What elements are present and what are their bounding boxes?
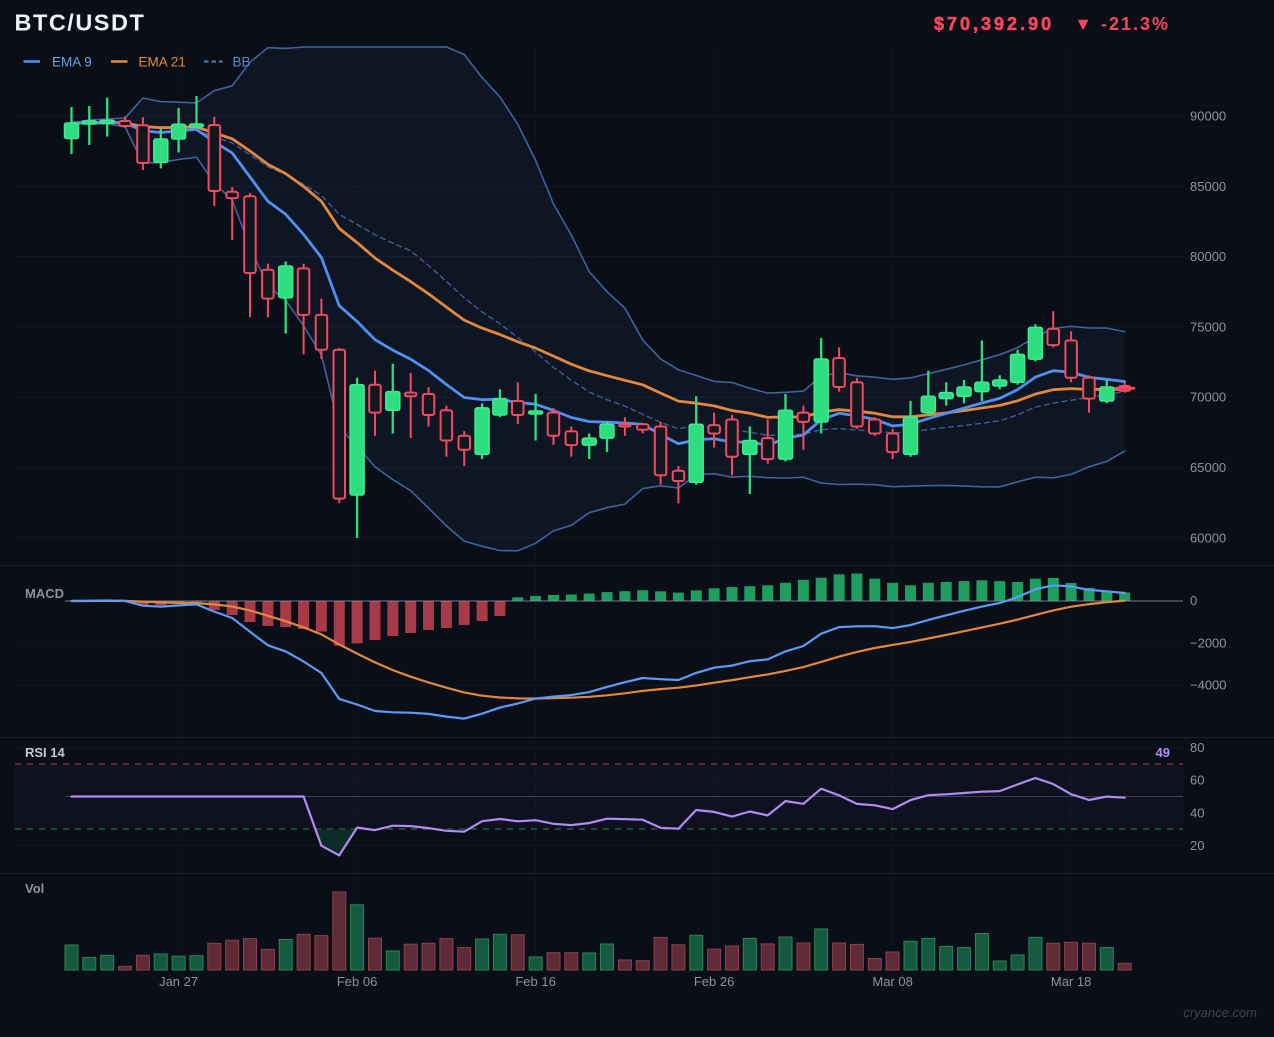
svg-text:MACD: MACD	[25, 586, 64, 601]
svg-text:Vol: Vol	[25, 881, 44, 896]
svg-text:RSI 14: RSI 14	[25, 745, 66, 760]
svg-text:65000: 65000	[1190, 460, 1226, 475]
svg-text:−4000: −4000	[1190, 678, 1227, 693]
svg-text:$70,392.90: $70,392.90	[934, 14, 1054, 34]
svg-text:75000: 75000	[1190, 319, 1226, 334]
svg-text:cryance.com: cryance.com	[1183, 1005, 1257, 1020]
svg-text:Mar 08: Mar 08	[872, 974, 912, 989]
svg-text:49: 49	[1156, 745, 1170, 760]
svg-text:−2000: −2000	[1190, 636, 1227, 651]
svg-text:BB: BB	[233, 55, 251, 70]
svg-text:BTC/USDT: BTC/USDT	[15, 9, 146, 35]
svg-text:Mar 18: Mar 18	[1051, 974, 1091, 989]
svg-text:▼ -21.3%: ▼ -21.3%	[1074, 14, 1170, 34]
svg-text:85000: 85000	[1190, 179, 1226, 194]
svg-text:20: 20	[1190, 838, 1204, 853]
svg-text:60: 60	[1190, 773, 1204, 788]
svg-text:Feb 16: Feb 16	[515, 974, 555, 989]
svg-text:Jan 27: Jan 27	[159, 974, 198, 989]
svg-text:40: 40	[1190, 805, 1204, 820]
svg-text:60000: 60000	[1190, 530, 1226, 545]
svg-text:70000: 70000	[1190, 390, 1226, 405]
svg-text:Feb 06: Feb 06	[337, 974, 377, 989]
svg-text:80: 80	[1190, 740, 1204, 755]
svg-text:Feb 26: Feb 26	[694, 974, 734, 989]
svg-text:EMA 9: EMA 9	[52, 55, 92, 70]
svg-text:EMA 21: EMA 21	[139, 55, 186, 70]
svg-text:90000: 90000	[1190, 109, 1226, 124]
svg-text:0: 0	[1190, 593, 1197, 608]
svg-text:80000: 80000	[1190, 249, 1226, 264]
